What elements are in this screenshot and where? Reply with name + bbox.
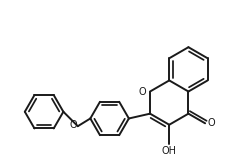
- Text: O: O: [69, 120, 77, 130]
- Text: O: O: [139, 87, 146, 97]
- Text: OH: OH: [162, 146, 177, 156]
- Text: O: O: [207, 118, 215, 128]
